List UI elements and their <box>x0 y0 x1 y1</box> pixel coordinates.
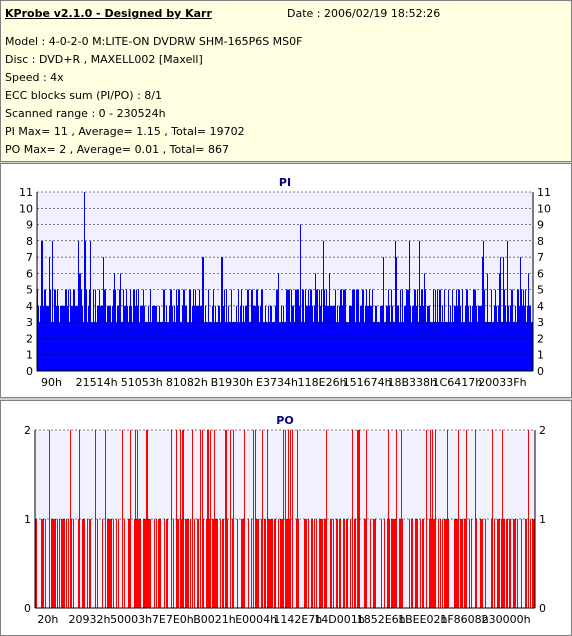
y-tick-right: 4 <box>537 300 544 313</box>
y-tick-left: 2 <box>26 332 33 345</box>
model-line: Model : 4-0-2-0 M:LITE-ON DVDRW SHM-165P… <box>5 35 303 48</box>
x-tick-label: 90h <box>41 376 62 389</box>
y-tick-right: 8 <box>537 235 544 248</box>
y-tick-left: 11 <box>19 186 33 199</box>
x-tick-label: 1852E6h <box>357 613 406 626</box>
y-tick-right: 1 <box>539 513 546 526</box>
pi-stats-line: PI Max= 11 , Average= 1.15 , Total= 1970… <box>5 125 245 138</box>
x-tick-label: 18B338h <box>388 376 438 389</box>
y-tick-left: 1 <box>26 349 33 362</box>
x-tick-label: 20033Fh <box>478 376 526 389</box>
x-tick-label: 1C6417h <box>433 376 483 389</box>
y-tick-left: 0 <box>26 365 33 378</box>
x-tick-label: E3734h <box>256 376 298 389</box>
x-tick-label: 7E7E0h <box>152 613 194 626</box>
y-tick-left: 9 <box>26 219 33 232</box>
y-tick-left: 3 <box>26 316 33 329</box>
info-panel: KProbe v2.1.0 - Designed by Karr Date : … <box>0 0 572 162</box>
chart-title: PI <box>279 176 291 189</box>
x-tick-label: 51053h <box>121 376 163 389</box>
x-tick-label: 118E26h <box>298 376 347 389</box>
y-tick-right: 2 <box>539 424 546 437</box>
y-tick-right: 7 <box>537 251 544 264</box>
y-tick-left: 1 <box>24 513 31 526</box>
y-tick-right: 1 <box>537 349 544 362</box>
x-tick-label: 14D001h <box>314 613 364 626</box>
x-tick-label: B1930h <box>211 376 254 389</box>
y-tick-right: 5 <box>537 284 544 297</box>
x-tick-label: 81082h <box>166 376 208 389</box>
x-tick-label: 50003h <box>110 613 152 626</box>
y-tick-left: 7 <box>26 251 33 264</box>
y-tick-left: 4 <box>26 300 33 313</box>
y-tick-left: 5 <box>26 284 33 297</box>
scan-date: Date : 2006/02/19 18:52:26 <box>287 7 441 20</box>
range-line: Scanned range : 0 - 230524h <box>5 107 166 120</box>
x-tick-label: 20h <box>37 613 58 626</box>
chart-title: PO <box>276 414 293 427</box>
speed-line: Speed : 4x <box>5 71 64 84</box>
x-tick-label: E0004h <box>235 613 277 626</box>
y-tick-right: 3 <box>537 316 544 329</box>
disc-line: Disc : DVD+R , MAXELL002 [Maxell] <box>5 53 203 66</box>
y-tick-right: 10 <box>537 202 551 215</box>
x-tick-label: B0021h <box>193 613 236 626</box>
x-tick-label: 1BEE02h <box>398 613 447 626</box>
y-tick-left: 6 <box>26 267 33 280</box>
y-tick-right: 2 <box>537 332 544 345</box>
y-tick-right: 11 <box>537 186 551 199</box>
y-tick-left: 8 <box>26 235 33 248</box>
y-tick-left: 0 <box>24 602 31 615</box>
x-tick-label: 1142E7h <box>273 613 322 626</box>
po-chart: PO 0 0 1 1 2 2 20h 20932h 50003h 7E7E0h B0021h E0004… <box>24 414 546 626</box>
y-tick-right: 9 <box>537 219 544 232</box>
x-tick-label: 20932h <box>69 613 111 626</box>
x-tick-label: 1F8608h <box>440 613 488 626</box>
ecc-line: ECC blocks sum (PI/PO) : 8/1 <box>5 89 162 102</box>
pi-chart-panel: PI 0 0 1 1 2 2 3 3 4 4 5 5 6 6 7 7 8 8 9 9 10 10 11 11 90h 21514h 5… <box>0 163 572 398</box>
x-tick-label: 21514h <box>76 376 118 389</box>
x-tick-label: 230000h <box>482 613 531 626</box>
po-stats-line: PO Max= 2 , Average= 0.01 , Total= 867 <box>5 143 229 156</box>
y-tick-right: 6 <box>537 267 544 280</box>
app-title: KProbe v2.1.0 - Designed by Karr <box>5 7 212 20</box>
y-tick-left: 10 <box>19 202 33 215</box>
y-tick-right: 0 <box>539 602 546 615</box>
y-tick-left: 2 <box>24 424 31 437</box>
y-tick-right: 0 <box>537 365 544 378</box>
po-chart-panel: PO 0 0 1 1 2 2 20h 20932h 50003h 7E7E0h B0021h E0004… <box>0 400 572 636</box>
x-tick-label: 151674h <box>343 376 392 389</box>
